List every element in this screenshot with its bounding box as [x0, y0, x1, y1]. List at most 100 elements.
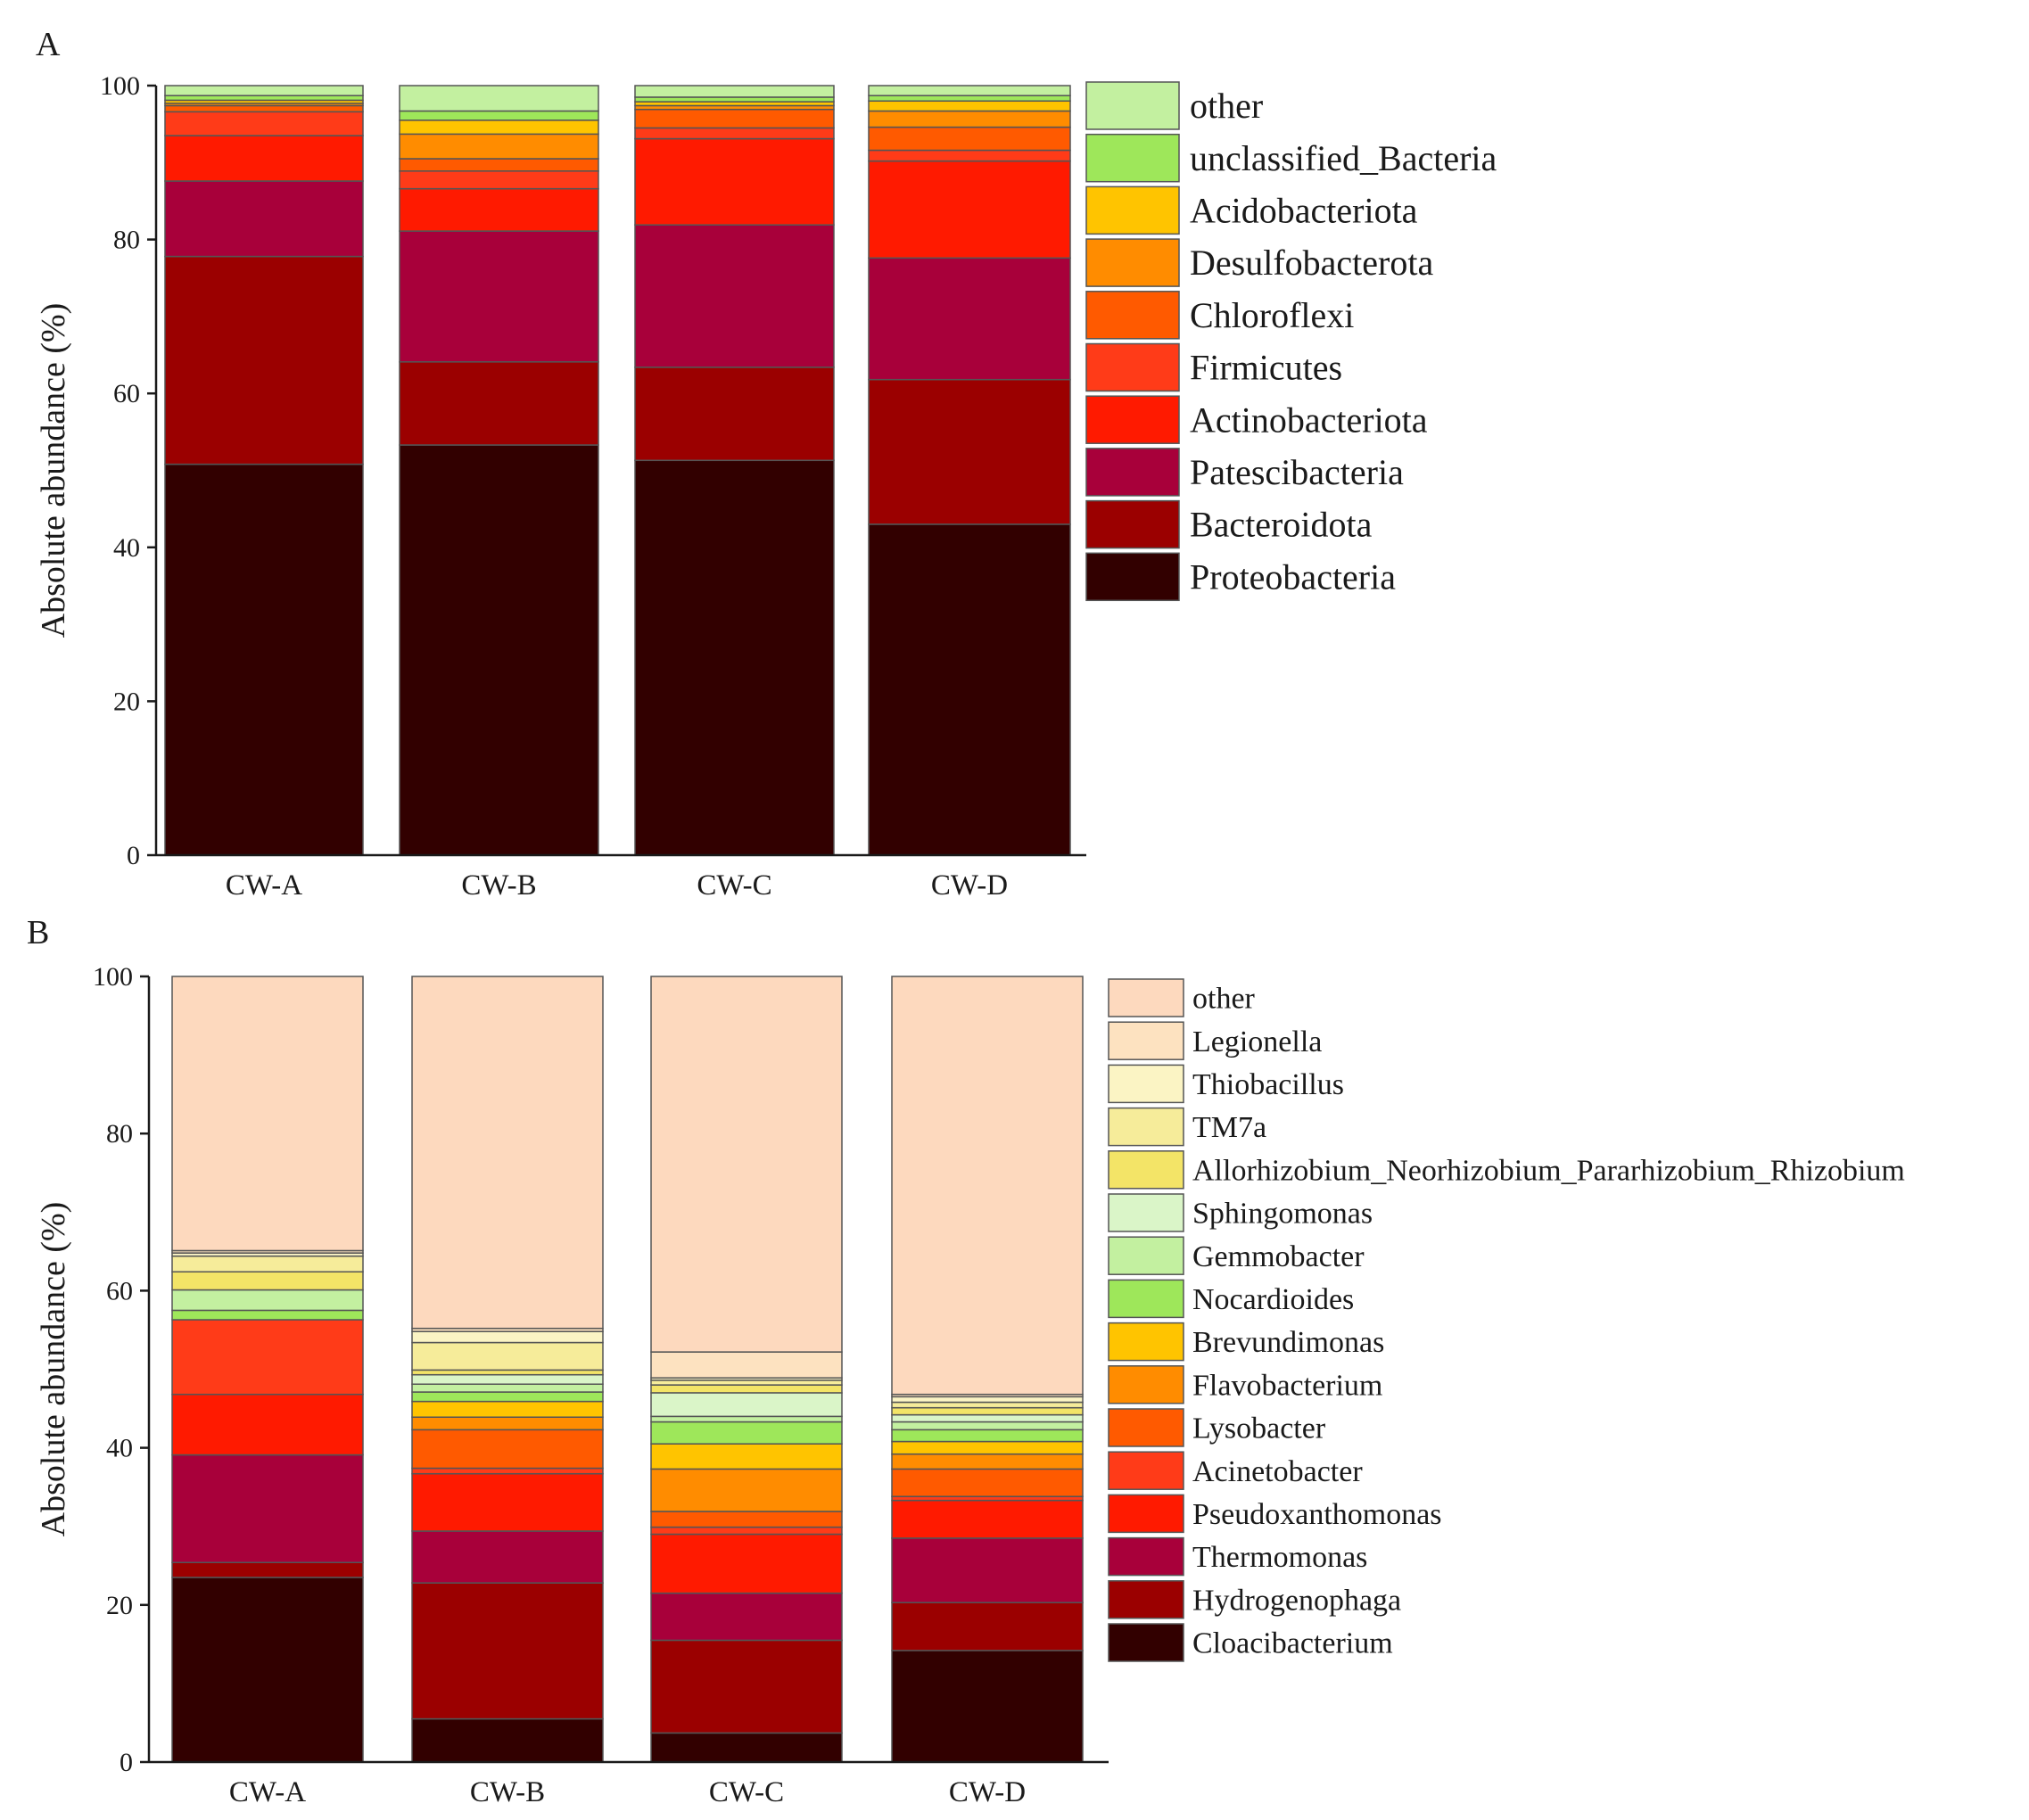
y-tick-label: 0 [120, 1748, 133, 1777]
legend: other unclassified_Bacteria Acidobacteriot… [1085, 81, 1497, 602]
bar-segment [164, 135, 364, 182]
legend-swatch [1085, 395, 1180, 444]
bar-segment [634, 109, 835, 129]
y-tick-label: 100 [100, 71, 140, 101]
bar-segment [411, 1472, 604, 1532]
bar-segment [634, 459, 835, 856]
y-tick-label: 80 [106, 1119, 133, 1149]
bar-segment [868, 85, 1071, 96]
bar-segment [164, 463, 364, 856]
y-tick-label: 100 [93, 962, 133, 992]
legend-label: Proteobacteria [1190, 556, 1396, 597]
x-tick-label: CW-D [949, 1776, 1026, 1808]
bar-segment [868, 100, 1071, 112]
bar-segment [891, 1499, 1084, 1539]
y-axis-label: Absolute abundance (%) [35, 303, 72, 638]
bar-segment [868, 257, 1071, 381]
legend-swatch [1085, 133, 1180, 183]
bar-segment [411, 1341, 604, 1371]
bar-segment [891, 1413, 1084, 1423]
legend-label: Firmicutes [1190, 348, 1342, 388]
legend-label: other [1192, 983, 1256, 1016]
legend-label: Lysobacter [1192, 1412, 1326, 1445]
bar-segment [164, 255, 364, 465]
bar-segment [891, 1429, 1084, 1443]
legend-label: Cloacibacterium [1192, 1627, 1393, 1660]
bar-segment [891, 1396, 1084, 1404]
y-tick-label: 0 [127, 841, 140, 870]
bar-segment [634, 127, 835, 140]
legend-label: Brevundimonas [1192, 1326, 1384, 1359]
legend-label: Flavobacterium [1192, 1369, 1382, 1402]
legend-swatch [1085, 291, 1180, 340]
legend-swatch [1108, 1365, 1184, 1404]
bar-segment [399, 119, 599, 136]
x-tick-label: CW-B [470, 1776, 545, 1808]
panel-letter: B [27, 914, 49, 951]
bar-segment [171, 1577, 364, 1763]
bar-segment [164, 180, 364, 258]
bar-segment [171, 1309, 364, 1321]
chart-panel-a: A CW-A CW-B CW-C CW-D 0 20 40 60 80 100 Absolute ab… [35, 26, 1497, 902]
legend-swatch [1085, 448, 1180, 497]
bar-segment [634, 137, 835, 226]
bar-segment [868, 95, 1071, 103]
bar-segment [650, 1379, 843, 1386]
bar-segment [399, 158, 599, 172]
bar-segment [634, 96, 835, 103]
x-tick-label: CW-D [931, 869, 1008, 902]
bar-segment [650, 1351, 843, 1379]
legend-label: Chloroflexi [1190, 295, 1354, 335]
legend-label: unclassified_Bacteria [1190, 138, 1497, 178]
y-tick-label: 40 [106, 1434, 133, 1463]
legend-swatch [1108, 1236, 1184, 1275]
bar-segment [868, 523, 1071, 856]
bar-segment [650, 1592, 843, 1642]
bar-segment [399, 230, 599, 363]
bar-segment [891, 976, 1084, 1396]
bar-segment [650, 1384, 843, 1394]
legend-label: Hydrogenophaga [1192, 1584, 1401, 1617]
legend-swatch [1085, 185, 1180, 235]
legend-swatch [1108, 1193, 1184, 1232]
bar-segment [171, 1561, 364, 1578]
x-tick-label: CW-C [709, 1776, 784, 1808]
bar-segment [411, 1330, 604, 1344]
legend-swatch [1108, 1021, 1184, 1060]
legend-swatch [1085, 342, 1180, 392]
chart-panel-b: B CW-A CW-B CW-C CW-D 0 20 40 60 80 100 Absolute ab… [27, 914, 1905, 1808]
bar-segment [868, 378, 1071, 525]
legend-swatch [1085, 552, 1180, 602]
bar-segment [399, 361, 599, 446]
bar-segment [634, 224, 835, 368]
bar-segment [891, 1440, 1084, 1455]
bar-segment [171, 1393, 364, 1456]
bar-segment [634, 366, 835, 462]
legend-swatch [1085, 238, 1180, 287]
x-tick-label: CW-A [226, 869, 302, 902]
bar-segment [411, 1369, 604, 1376]
bar-segment [411, 1391, 604, 1403]
panel-letter: A [36, 26, 61, 63]
bar-segment [399, 444, 599, 856]
y-tick-label: 20 [106, 1591, 133, 1620]
bar-segment [171, 1289, 364, 1312]
legend-label: Thiobacillus [1192, 1068, 1344, 1101]
bar-segment [411, 1416, 604, 1431]
legend-label: Bacteroidota [1190, 505, 1373, 545]
legend-label: Actinobacteriota [1190, 399, 1428, 440]
bar-segment [171, 1271, 364, 1291]
bar-segment [411, 1373, 604, 1385]
bar-segment [164, 104, 364, 113]
legend-label: Allorhizobium_Neorhizobium_Pararhizobium… [1192, 1154, 1905, 1187]
bar-segment [411, 1717, 604, 1763]
legend-label: Gemmobacter [1192, 1240, 1365, 1273]
bar-segment [411, 1467, 604, 1475]
bar-segment [650, 976, 843, 1353]
legend-swatch [1108, 1536, 1184, 1577]
legend-label: TM7a [1192, 1111, 1266, 1144]
bar-segment [171, 1319, 364, 1396]
legend-label: Pseudoxanthomonas [1192, 1498, 1442, 1531]
legend-label: Thermomonas [1192, 1541, 1367, 1574]
